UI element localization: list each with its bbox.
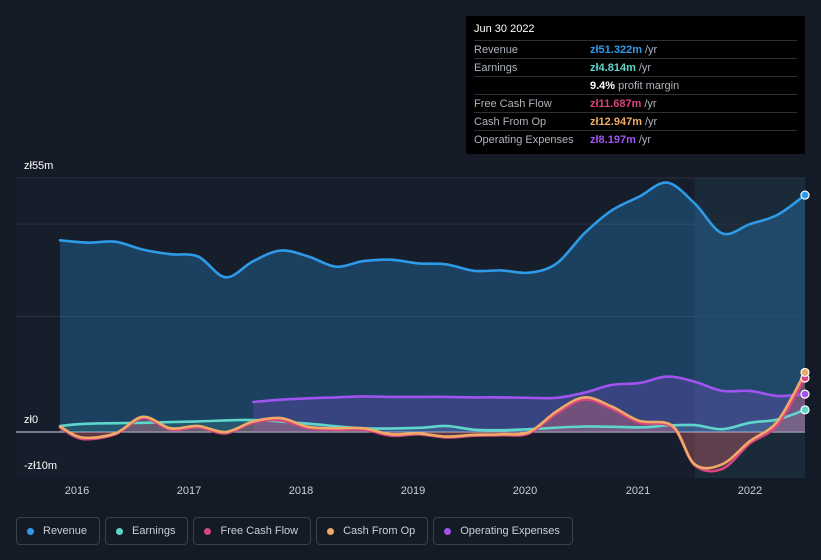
legend-label: Earnings [132, 525, 176, 537]
x-tick-label-2021: 2021 [625, 485, 651, 497]
tooltip-unit: /yr [644, 115, 658, 128]
cash-from-op-end-point [800, 367, 810, 378]
tooltip-row-cash-from-op: Cash From Op zł12.947m /yr [474, 113, 797, 131]
operating-expenses-end-point [800, 389, 810, 399]
legend-item-free-cash-flow[interactable]: Free Cash Flow [193, 517, 312, 545]
operating-expenses-line [252, 375, 807, 404]
legend-item-revenue[interactable]: Revenue [16, 517, 101, 545]
legend-item-cash-from-op[interactable]: Cash From Op [316, 517, 429, 545]
series-end-markers [800, 190, 810, 415]
tooltip-label: Revenue [474, 43, 519, 56]
tooltip-row-operating-expenses: Operating Expenses zł8.197m /yr [474, 131, 797, 148]
revenue-area [60, 182, 806, 432]
earnings-line [58, 408, 807, 432]
x-tick-label-2018: 2018 [288, 485, 314, 497]
tooltip-unit: /yr [638, 133, 652, 146]
chart-legend: Revenue Earnings Free Cash Flow Cash Fro… [16, 517, 573, 545]
legend-dot-icon [204, 527, 212, 535]
x-tick-label-2020: 2020 [512, 485, 538, 497]
legend-dot-icon [116, 527, 124, 535]
revenue-end-point [800, 190, 810, 200]
y-tick-label-zero: zł0 [24, 414, 39, 426]
operating-expenses-area [253, 376, 806, 432]
x-tick-label-2022: 2022 [737, 485, 763, 497]
legend-dot-icon [327, 527, 335, 535]
tooltip-value: zł51.322m [590, 43, 642, 56]
revenue-line [58, 181, 807, 279]
tooltip-value: zł8.197m [590, 133, 636, 146]
tooltip-unit: /yr [644, 97, 657, 110]
x-tick-label-2019: 2019 [400, 485, 426, 497]
tooltip-value: 9.4% [590, 79, 616, 92]
legend-label: Free Cash Flow [220, 525, 299, 537]
legend-label: Revenue [43, 525, 88, 537]
legend-dot-icon [27, 527, 34, 535]
tooltip-label: Cash From Op [474, 115, 547, 128]
y-tick-label-top: zł55m [24, 160, 54, 172]
legend-label: Operating Expenses [460, 525, 560, 537]
tooltip-row-earnings: Earnings zł4.814m /yr [474, 59, 797, 77]
tooltip-label: Operating Expenses [474, 133, 574, 146]
legend-label: Cash From Op [343, 525, 416, 537]
x-tick-label-2016: 2016 [64, 485, 90, 497]
legend-item-operating-expenses[interactable]: Operating Expenses [433, 517, 573, 545]
cash-from-op-line [58, 371, 807, 470]
earnings-end-point [800, 405, 810, 415]
data-tooltip: Jun 30 2022 Revenue zł51.322m /yr Earnin… [466, 16, 805, 154]
tooltip-unit: /yr [638, 61, 652, 74]
y-tick-label-bottom: -zł10m [24, 460, 58, 472]
tooltip-label: Free Cash Flow [474, 97, 552, 110]
tooltip-unit: profit margin [618, 79, 680, 92]
tooltip-value: zł12.947m [590, 115, 642, 128]
series-lines [58, 181, 807, 473]
tooltip-row-profit-margin: 9.4% profit margin [474, 77, 797, 95]
tooltip-date: Jun 30 2022 [474, 23, 797, 41]
tooltip-row-revenue: Revenue zł51.322m /yr [474, 41, 797, 59]
tooltip-row-free-cash-flow: Free Cash Flow zł11.687m /yr [474, 95, 797, 113]
x-tick-label-2017: 2017 [176, 485, 202, 497]
legend-item-earnings[interactable]: Earnings [105, 517, 189, 545]
legend-dot-icon [444, 527, 452, 535]
tooltip-value: zł11.687m [590, 97, 642, 110]
tooltip-label: Earnings [474, 61, 518, 74]
gridlines [16, 177, 805, 433]
tooltip-unit: /yr [644, 43, 658, 56]
tooltip-value: zł4.814m [590, 61, 636, 74]
